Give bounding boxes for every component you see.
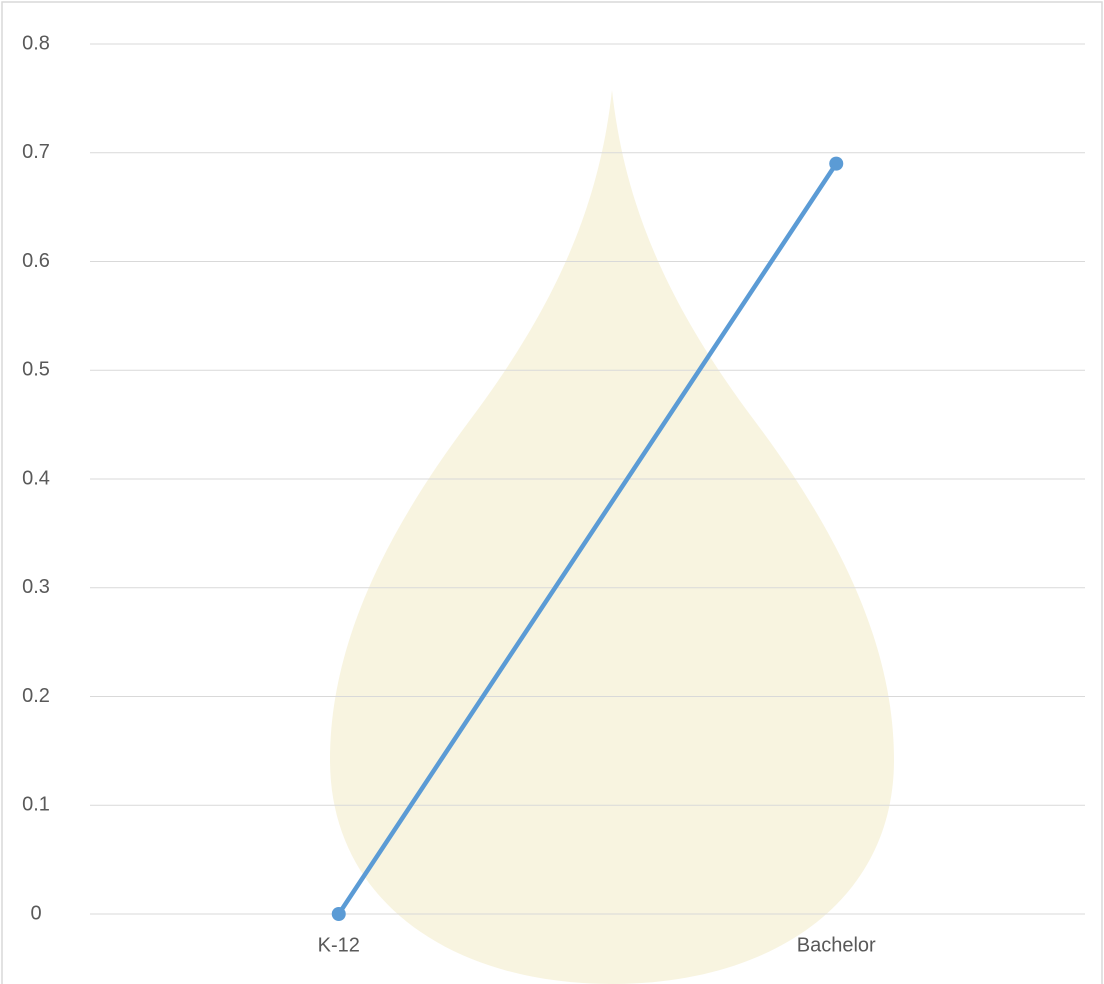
y-tick-label: 0.6 [22,250,50,272]
y-tick-label: 0 [30,902,41,924]
series-line [336,161,839,917]
data-point [331,907,346,921]
y-tick-label: 0.5 [22,359,50,381]
y-tick-label: 0.8 [22,32,50,54]
y-tick-label: 0.7 [22,141,50,163]
x-tick-label: K-12 [318,934,360,956]
watermark [330,90,894,984]
y-tick-label: 0.4 [22,467,50,489]
y-tick-label: 0.2 [22,685,50,707]
y-tick-label: 0.3 [22,576,50,598]
data-point [829,156,844,171]
x-tick-label: Bachelor [797,934,876,956]
y-tick-label: 0.1 [22,794,50,816]
